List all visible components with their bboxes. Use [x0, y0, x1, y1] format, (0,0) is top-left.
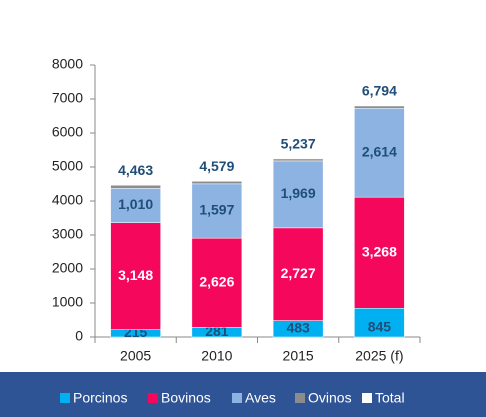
total-label: 4,463 — [118, 162, 153, 178]
segment-label: 1,597 — [199, 202, 234, 218]
segment-label: 1,010 — [118, 196, 153, 212]
y-tick-label: 2000 — [52, 260, 83, 276]
bar-segment — [272, 158, 324, 162]
bar-segment — [191, 181, 243, 185]
segment-label: 1,969 — [281, 185, 316, 201]
x-tick-label: 2010 — [201, 348, 232, 364]
y-tick-label: 5000 — [52, 158, 83, 174]
segment-label: 2,626 — [199, 274, 234, 290]
x-tick-label: 2015 — [283, 348, 314, 364]
legend-swatch — [232, 393, 242, 403]
total-label: 6,794 — [362, 83, 397, 99]
legend-swatch — [362, 393, 372, 403]
bar-segment — [191, 183, 243, 239]
segment-label: 3,268 — [362, 243, 397, 259]
segment-label: 3,148 — [118, 267, 153, 283]
y-tick-label: 3000 — [52, 226, 83, 242]
legend-swatch — [148, 393, 158, 403]
segment-label: 2,614 — [362, 143, 397, 159]
segment-label: 2,727 — [281, 265, 316, 281]
legend-swatch — [295, 393, 305, 403]
bar-segment — [191, 237, 243, 328]
legend-label: Total — [375, 390, 405, 406]
y-tick-label: 6000 — [52, 124, 83, 140]
legend-label: Porcinos — [73, 390, 127, 406]
bar-segment — [354, 196, 405, 309]
y-tick-label: 0 — [75, 328, 83, 344]
bar-segment — [272, 227, 324, 321]
total-label: 4,579 — [199, 158, 234, 174]
x-tick-label: 2025 (f) — [355, 348, 403, 364]
bar-segment — [272, 160, 324, 229]
total-label: 5,237 — [281, 136, 316, 152]
bar-segment — [354, 105, 405, 109]
legend-label: Ovinos — [308, 390, 352, 406]
legend-label: Aves — [245, 390, 276, 406]
segment-label: 483 — [286, 319, 310, 335]
y-tick-label: 1000 — [52, 294, 83, 310]
legend-swatch — [60, 393, 70, 403]
legend-band — [0, 372, 486, 417]
bar-segment — [354, 308, 405, 338]
x-tick-label: 2005 — [120, 348, 151, 364]
y-tick-label: 8000 — [52, 56, 83, 72]
y-tick-label: 4000 — [52, 192, 83, 208]
bar-segment — [110, 185, 161, 189]
y-tick-label: 7000 — [52, 90, 83, 106]
segment-label: 845 — [368, 319, 392, 335]
bar-segment — [354, 108, 405, 198]
legend-label: Bovinos — [161, 390, 211, 406]
